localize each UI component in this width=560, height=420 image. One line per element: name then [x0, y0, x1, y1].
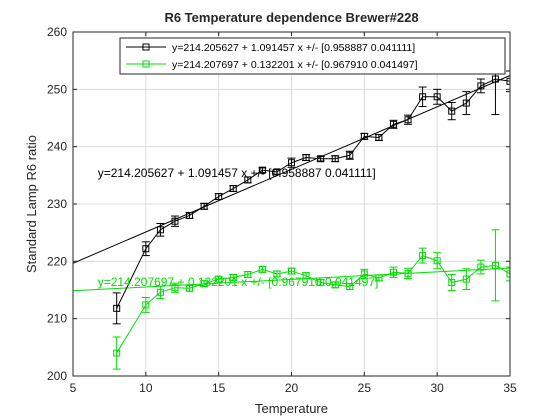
- data-point: [258, 265, 266, 273]
- y-tick-label: 240: [47, 140, 67, 154]
- legend: y=214.205627 + 1.091457 x +/- [0.958887 …: [119, 37, 506, 75]
- data-point: [288, 267, 295, 275]
- data-point: [389, 268, 397, 276]
- data-point: [375, 274, 383, 282]
- data-point: [215, 275, 223, 283]
- axis-ticks: 5 10 15 20 25 30 35 200 210 220 230 240 250 260: [47, 25, 517, 395]
- data-point: [506, 77, 510, 85]
- y-tick-label: 260: [47, 25, 67, 39]
- data-point: [244, 176, 252, 184]
- data-point: [506, 270, 510, 278]
- fit-line-0: [73, 75, 510, 264]
- data-point: [477, 82, 485, 90]
- data-point: [331, 281, 339, 289]
- x-tick-label: 30: [430, 381, 444, 395]
- data-point: [229, 273, 237, 281]
- data-point: [491, 261, 499, 269]
- x-tick-label: 25: [358, 381, 372, 395]
- y-tick-label: 210: [47, 312, 67, 326]
- data-point: [186, 284, 194, 292]
- data-point: [302, 272, 310, 280]
- x-tick-label: 20: [285, 381, 299, 395]
- chart-title: R6 Temperature dependence Brewer#228: [164, 10, 418, 25]
- annotations: y=214.205627 + 1.091457 x +/- [0.958887 …: [98, 166, 379, 289]
- data-point: [288, 159, 295, 167]
- data-point: [404, 269, 412, 277]
- data-point: [244, 271, 252, 279]
- data-point: [448, 279, 456, 287]
- data-point: [331, 155, 339, 163]
- y-tick-label: 250: [47, 82, 67, 96]
- data-point: [273, 168, 281, 176]
- fit-lines: [73, 75, 510, 292]
- data-point: [142, 301, 150, 309]
- legend-marker-0: [142, 43, 150, 51]
- data-point: [462, 275, 470, 283]
- data-point: [375, 133, 383, 141]
- x-tick-label: 35: [503, 381, 517, 395]
- legend-box: [119, 37, 506, 75]
- legend-marker-1: [142, 60, 150, 68]
- data-point: [419, 93, 427, 101]
- data-point: [346, 283, 354, 291]
- data-point: [491, 75, 499, 83]
- data-point: [156, 288, 164, 296]
- legend-entry-0: y=214.205627 + 1.091457 x +/- [0.958887 …: [172, 42, 415, 54]
- y-tick-label: 230: [47, 197, 67, 211]
- fit-annotation-1: y=214.207697 + 0.132201 x +/- [0.967910 …: [98, 275, 379, 289]
- x-tick-label: 15: [212, 381, 226, 395]
- data-point: [258, 166, 266, 174]
- data-point: [346, 151, 354, 159]
- data-point: [433, 257, 441, 265]
- data-point: [156, 226, 164, 234]
- y-tick-label: 220: [47, 254, 67, 268]
- data-point: [360, 270, 368, 278]
- data-point: [273, 270, 281, 278]
- x-axis-label: Temperature: [255, 401, 328, 416]
- x-tick-label: 10: [139, 381, 153, 395]
- x-tick-label: 5: [70, 381, 77, 395]
- y-tick-label: 200: [47, 369, 67, 383]
- data-point: [171, 217, 179, 225]
- fit-annotation-0: y=214.205627 + 1.091457 x +/- [0.958887 …: [98, 166, 376, 180]
- data-point: [200, 202, 208, 210]
- legend-entry-1: y=214.207697 + 0.132201 x +/- [0.967910 …: [172, 59, 418, 71]
- data-point: [171, 284, 179, 292]
- data-point: [419, 252, 427, 260]
- data-series: [112, 42, 510, 370]
- data-point: [477, 263, 485, 271]
- data-point: [462, 99, 470, 107]
- data-point: [215, 193, 223, 201]
- fit-line-1: [73, 267, 510, 292]
- y-axis-label: Standard Lamp R6 ratio: [24, 135, 39, 273]
- data-point: [113, 349, 121, 357]
- data-point: [389, 120, 397, 128]
- data-point: [302, 154, 310, 162]
- data-point: [360, 132, 368, 140]
- data-point: [142, 245, 150, 253]
- data-point: [317, 279, 325, 287]
- data-point: [404, 116, 412, 124]
- data-point: [229, 185, 237, 193]
- data-point: [113, 304, 121, 312]
- data-point: [448, 107, 456, 115]
- data-point: [200, 280, 208, 288]
- data-point: [433, 93, 441, 101]
- data-point: [186, 211, 194, 219]
- data-point: [317, 155, 325, 163]
